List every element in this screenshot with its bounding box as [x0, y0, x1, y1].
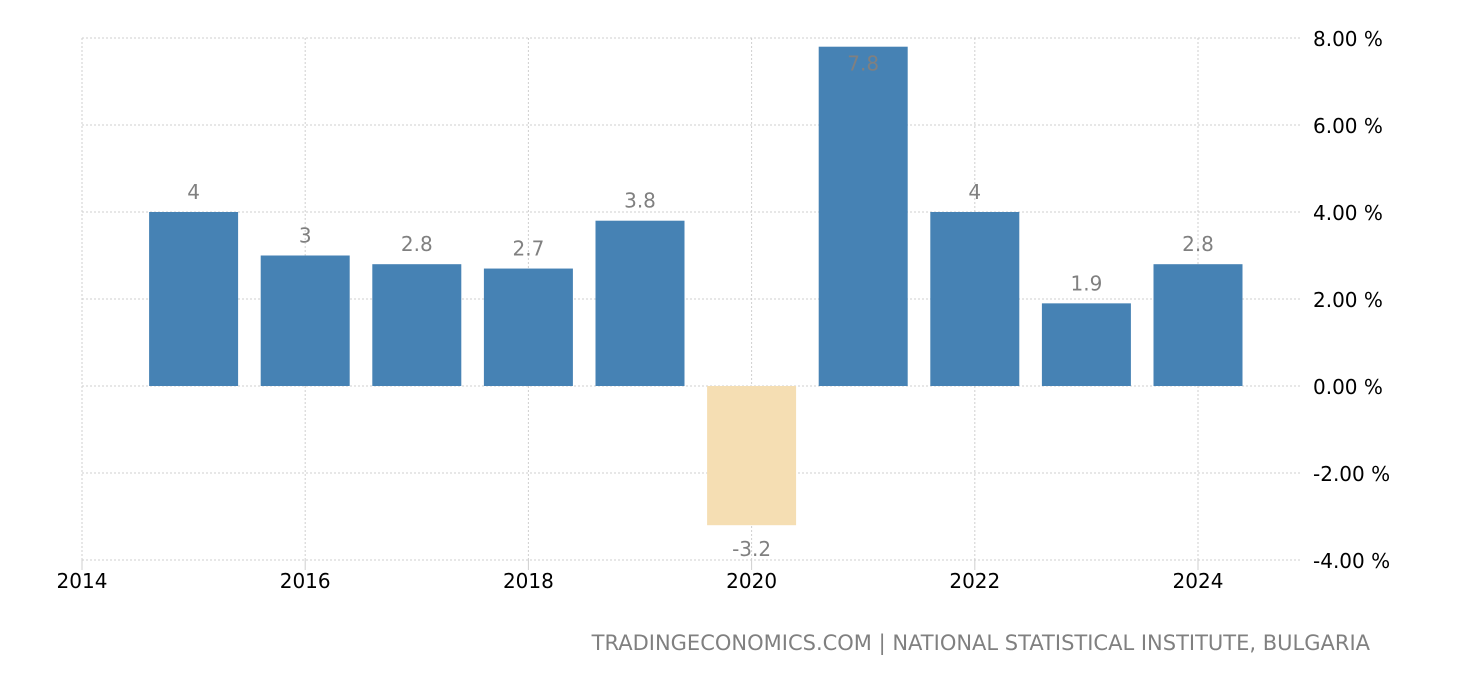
x-tick-label: 2018: [503, 569, 554, 593]
data-label: 4: [187, 180, 200, 204]
bar-2018: [483, 268, 573, 386]
bar-2022: [930, 212, 1020, 386]
y-tick-label: 4.00 %: [1313, 201, 1383, 225]
data-label: 2.8: [401, 232, 433, 256]
y-tick-label: 8.00 %: [1313, 27, 1383, 51]
y-tick-label: -2.00 %: [1313, 462, 1390, 486]
data-label: 2.7: [512, 237, 544, 261]
x-tick-label: 2020: [726, 569, 777, 593]
bar-2021: [818, 46, 908, 386]
data-label: 2.8: [1182, 232, 1214, 256]
y-tick-label: 2.00 %: [1313, 288, 1383, 312]
data-label: 4: [968, 180, 981, 204]
data-label: 3.8: [624, 189, 656, 213]
data-label: 3: [299, 224, 312, 248]
bar-2024: [1153, 264, 1243, 386]
x-tick-label: 2024: [1173, 569, 1224, 593]
x-tick-label: 2014: [57, 569, 108, 593]
bar-2017: [372, 264, 462, 386]
x-tick-label: 2022: [949, 569, 1000, 593]
data-label: 7.8: [847, 52, 879, 76]
bar-2019: [595, 220, 685, 386]
x-tick-label: 2016: [280, 569, 331, 593]
bar-2023: [1041, 303, 1131, 386]
bar-2015: [149, 212, 239, 386]
y-tick-label: 6.00 %: [1313, 114, 1383, 138]
data-label: -3.2: [732, 537, 771, 561]
source-credit: TRADINGECONOMICS.COM | NATIONAL STATISTI…: [591, 631, 1371, 656]
data-label: 1.9: [1070, 271, 1102, 295]
bar-2016: [260, 255, 350, 386]
y-tick-label: -4.00 %: [1313, 549, 1390, 573]
bar-2020: [707, 386, 797, 526]
y-tick-label: 0.00 %: [1313, 375, 1383, 399]
